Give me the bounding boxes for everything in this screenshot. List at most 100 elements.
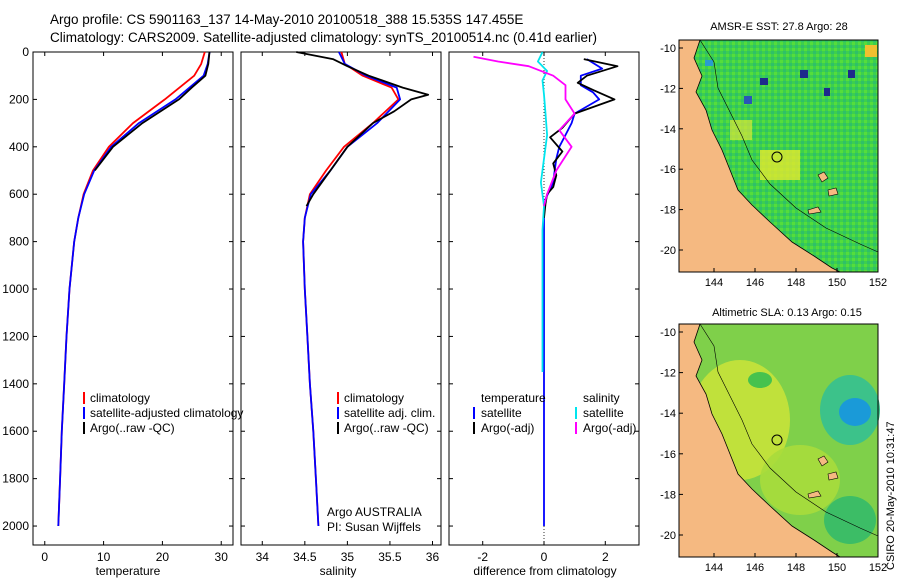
y-tick-label: 1200 bbox=[2, 329, 29, 343]
sst-cool-cell bbox=[800, 70, 808, 78]
temperature-panel bbox=[32, 51, 234, 546]
y-tick-label: 1600 bbox=[2, 424, 29, 438]
y-tick-label: 800 bbox=[9, 235, 29, 249]
sst-warm-patch bbox=[760, 150, 800, 180]
difference-chart: -2 0 2 bbox=[449, 51, 639, 564]
sla-low-patch bbox=[824, 496, 876, 544]
legend-label-argo: Argo(..raw -QC) bbox=[90, 421, 175, 435]
sla-map-title: Altimetric SLA: 0.13 Argo: 0.15 bbox=[712, 307, 862, 319]
sst-frame bbox=[678, 39, 879, 273]
lon-tick-label: 150 bbox=[828, 562, 846, 574]
difference-series-sat_s bbox=[537, 51, 548, 372]
sst-map: AMSR-E SST: 27.8 Argo: 28 -10-12-14-16-1… bbox=[660, 21, 887, 289]
x-tick-label: 34 bbox=[256, 550, 270, 564]
sla-low-patch bbox=[748, 372, 772, 388]
legend-label-satellite: satellite-adjusted climatology bbox=[90, 406, 243, 420]
sla-argo-marker bbox=[771, 434, 783, 446]
footer-credit: CSIRO 20-May-2010 10:31:47 bbox=[885, 421, 897, 570]
legend-heading-temperature: temperature bbox=[481, 391, 546, 405]
lat-tick-label: -20 bbox=[660, 530, 676, 542]
lat-tick-label: -18 bbox=[660, 205, 676, 217]
sla-land bbox=[678, 323, 842, 558]
salinity-annotation-line1: Argo AUSTRALIA bbox=[327, 505, 422, 519]
temperature-series-sat bbox=[57, 51, 211, 527]
legend-label-climatology: climatology bbox=[90, 391, 150, 405]
legend-label-temp-satellite: satellite bbox=[481, 406, 522, 420]
temperature-xlabel: temperature bbox=[96, 564, 161, 578]
sst-argo-marker bbox=[771, 151, 783, 163]
x-tick-label: 35.5 bbox=[378, 550, 402, 564]
sla-ticks: -10 -12 -14 -16 -18 -20 144 146 148 150 152 bbox=[660, 327, 887, 574]
lat-tick-label: -18 bbox=[660, 489, 676, 501]
legend-label-sal-satellite: satellite bbox=[583, 406, 624, 420]
lon-tick-label: 152 bbox=[869, 277, 887, 289]
figure-title-line2: Climatology: CARS2009. Satellite-adjuste… bbox=[50, 30, 597, 45]
salinity-chart: 34 34.5 35 35.5 36 bbox=[241, 51, 441, 564]
lon-tick-label: 148 bbox=[787, 562, 805, 574]
y-tick-label: 600 bbox=[9, 187, 29, 201]
lon-tick-label: 144 bbox=[705, 277, 723, 289]
sst-warm-patch bbox=[730, 120, 752, 140]
difference-legend: temperature satellite Argo(-adj) salinit… bbox=[473, 391, 636, 435]
sst-cool-cell bbox=[705, 60, 713, 66]
x-tick-label: 30 bbox=[215, 550, 229, 564]
sst-hot-cell bbox=[865, 45, 877, 57]
lon-tick-label: 146 bbox=[746, 562, 764, 574]
sst-land bbox=[678, 39, 841, 273]
legend-heading-salinity: salinity bbox=[583, 391, 620, 405]
lat-tick-label: -10 bbox=[660, 327, 676, 339]
sst-reefs bbox=[807, 171, 839, 215]
sst-cool-cell bbox=[848, 70, 855, 78]
difference-series-argo bbox=[543, 58, 619, 218]
salinity-xlabel: salinity bbox=[320, 564, 357, 578]
lat-tick-label: -12 bbox=[660, 83, 676, 95]
legend-label-climatology: climatology bbox=[344, 391, 404, 405]
sst-ticks: -10 -12 -14 -16 -18 -20 144 146 148 150 152 bbox=[660, 43, 887, 289]
sla-map: Altimetric SLA: 0.13 Argo: 0.15 -10 -12 -1… bbox=[660, 307, 887, 574]
x-tick-label: 34.5 bbox=[293, 550, 317, 564]
x-tick-label: 35 bbox=[341, 550, 355, 564]
y-tick-label: 1800 bbox=[2, 472, 29, 486]
sla-frame bbox=[678, 323, 879, 558]
temperature-legend: climatology satellite-adjusted climatolo… bbox=[83, 391, 243, 435]
temperature-series-argo bbox=[94, 51, 211, 172]
salinity-series-argo bbox=[296, 51, 430, 207]
sst-cool-cell bbox=[824, 88, 830, 96]
y-tick-label: 200 bbox=[9, 92, 29, 106]
temperature-chart: 0 200 400 600 800 1000 1200 1400 1600 1800 2000 0 10… bbox=[2, 45, 233, 564]
sst-isobath bbox=[699, 39, 879, 253]
y-tick-label: 400 bbox=[9, 140, 29, 154]
y-tick-label: 1400 bbox=[2, 377, 29, 391]
sst-cool-cell bbox=[744, 96, 752, 104]
salinity-legend: climatology satellite adj. clim. Argo(..… bbox=[327, 391, 435, 534]
lon-tick-label: 146 bbox=[746, 277, 764, 289]
y-tick-label: 1000 bbox=[2, 282, 29, 296]
lon-tick-label: 150 bbox=[828, 277, 846, 289]
lon-tick-label: 144 bbox=[705, 562, 723, 574]
lat-tick-label: -14 bbox=[660, 124, 676, 136]
lon-tick-label: 148 bbox=[787, 277, 805, 289]
legend-label-temp-argo: Argo(-adj) bbox=[481, 421, 534, 435]
difference-xlabel: difference from climatology bbox=[473, 564, 616, 578]
lat-tick-label: -12 bbox=[660, 368, 676, 380]
salinity-series-sat bbox=[302, 51, 402, 527]
legend-label-sal-argo: Argo(-adj) bbox=[583, 421, 636, 435]
x-tick-label: -2 bbox=[477, 550, 488, 564]
lat-tick-label: -14 bbox=[660, 408, 676, 420]
figure-title-line1: Argo profile: CS 5901163_137 14-May-2010… bbox=[50, 12, 523, 27]
difference-series-argo_s bbox=[473, 55, 576, 207]
salinity-panel bbox=[240, 51, 442, 546]
salinity-annotation-line2: PI: Susan Wijffels bbox=[327, 520, 421, 534]
lat-tick-label: -16 bbox=[660, 164, 676, 176]
x-tick-label: 20 bbox=[156, 550, 170, 564]
sst-map-title: AMSR-E SST: 27.8 Argo: 28 bbox=[710, 21, 848, 33]
legend-label-argo: Argo(..raw -QC) bbox=[344, 421, 429, 435]
x-tick-label: 0 bbox=[541, 550, 548, 564]
x-tick-label: 2 bbox=[602, 550, 609, 564]
lat-tick-label: -20 bbox=[660, 245, 676, 257]
legend-label-satellite: satellite adj. clim. bbox=[344, 406, 435, 420]
lon-tick-label: 152 bbox=[869, 562, 887, 574]
sla-reefs bbox=[807, 455, 839, 499]
